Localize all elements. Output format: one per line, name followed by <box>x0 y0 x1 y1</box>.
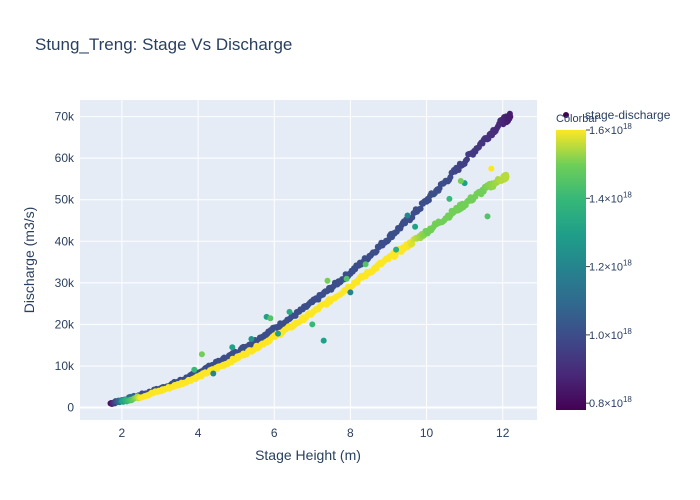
colorbar-tick-label: 0.8×1018 <box>589 395 632 410</box>
data-point <box>309 321 316 328</box>
x-tick-label: 12 <box>496 426 510 440</box>
x-tick-label: 6 <box>271 426 278 440</box>
data-point <box>409 240 416 247</box>
data-point <box>347 289 354 296</box>
y-tick-label: 70k <box>55 110 75 124</box>
y-axis-ticks: 0 10k 20k 30k 40k 50k 60k 70k <box>55 110 75 415</box>
data-point <box>404 212 411 219</box>
data-point <box>447 174 454 181</box>
data-point <box>393 246 400 253</box>
scatter-points <box>107 110 514 407</box>
data-point <box>210 370 217 377</box>
plot-area[interactable] <box>80 100 537 420</box>
data-point <box>507 113 514 120</box>
data-point <box>229 344 236 351</box>
y-tick-label: 50k <box>55 193 75 207</box>
colorbar-tick-label: 1.6×1018 <box>589 122 632 137</box>
data-point <box>248 336 255 342</box>
y-tick-label: 20k <box>55 317 75 331</box>
legend-label: stage-discharge <box>585 108 671 122</box>
colorbar: Colorbar 0.8×1018 1.0×1018 1.2×1018 1.4×101… <box>556 113 632 410</box>
x-tick-label: 10 <box>420 426 434 440</box>
data-point <box>425 197 432 204</box>
colorbar-tick-label: 1.4×1018 <box>589 190 632 205</box>
data-point <box>412 223 419 230</box>
y-tick-label: 40k <box>55 234 75 248</box>
data-point <box>286 308 293 315</box>
y-tick-label: 10k <box>55 359 75 373</box>
colorbar-ticks: 0.8×1018 1.0×1018 1.2×1018 1.4×1018 1.6×1018 <box>586 122 632 410</box>
chart-title: Stung_Treng: Stage Vs Discharge <box>35 35 292 54</box>
x-axis-title: Stage Height (m) <box>255 447 361 463</box>
data-point <box>446 195 453 202</box>
colorbar-title: Colorbar <box>556 113 599 125</box>
data-point <box>267 315 274 322</box>
x-tick-label: 8 <box>347 426 354 440</box>
y-tick-label: 60k <box>55 151 75 165</box>
colorbar-gradient <box>556 130 586 410</box>
data-point <box>484 213 491 220</box>
data-point <box>435 219 441 226</box>
y-tick-label: 30k <box>55 276 75 290</box>
data-point <box>191 366 198 373</box>
data-point <box>503 173 510 180</box>
data-point <box>320 337 327 344</box>
y-axis-title: Discharge (m3/s) <box>21 207 37 314</box>
data-point <box>362 261 369 268</box>
legend-marker <box>563 112 569 118</box>
colorbar-tick-label: 1.0×1018 <box>589 327 632 342</box>
data-point <box>275 330 281 337</box>
data-point <box>464 156 470 163</box>
x-axis-ticks: 2 4 6 8 10 12 <box>119 426 510 440</box>
x-tick-label: 2 <box>119 426 126 440</box>
data-point <box>457 178 464 184</box>
y-tick-label: 0 <box>67 401 74 415</box>
data-point <box>198 351 205 358</box>
data-point <box>417 205 424 212</box>
data-point <box>488 165 495 172</box>
colorbar-tick-label: 1.2×1018 <box>589 259 632 274</box>
grid-lines <box>80 100 537 420</box>
legend[interactable]: stage-discharge <box>563 108 671 122</box>
data-point <box>324 277 331 284</box>
data-point <box>343 275 350 282</box>
x-tick-label: 4 <box>195 426 202 440</box>
